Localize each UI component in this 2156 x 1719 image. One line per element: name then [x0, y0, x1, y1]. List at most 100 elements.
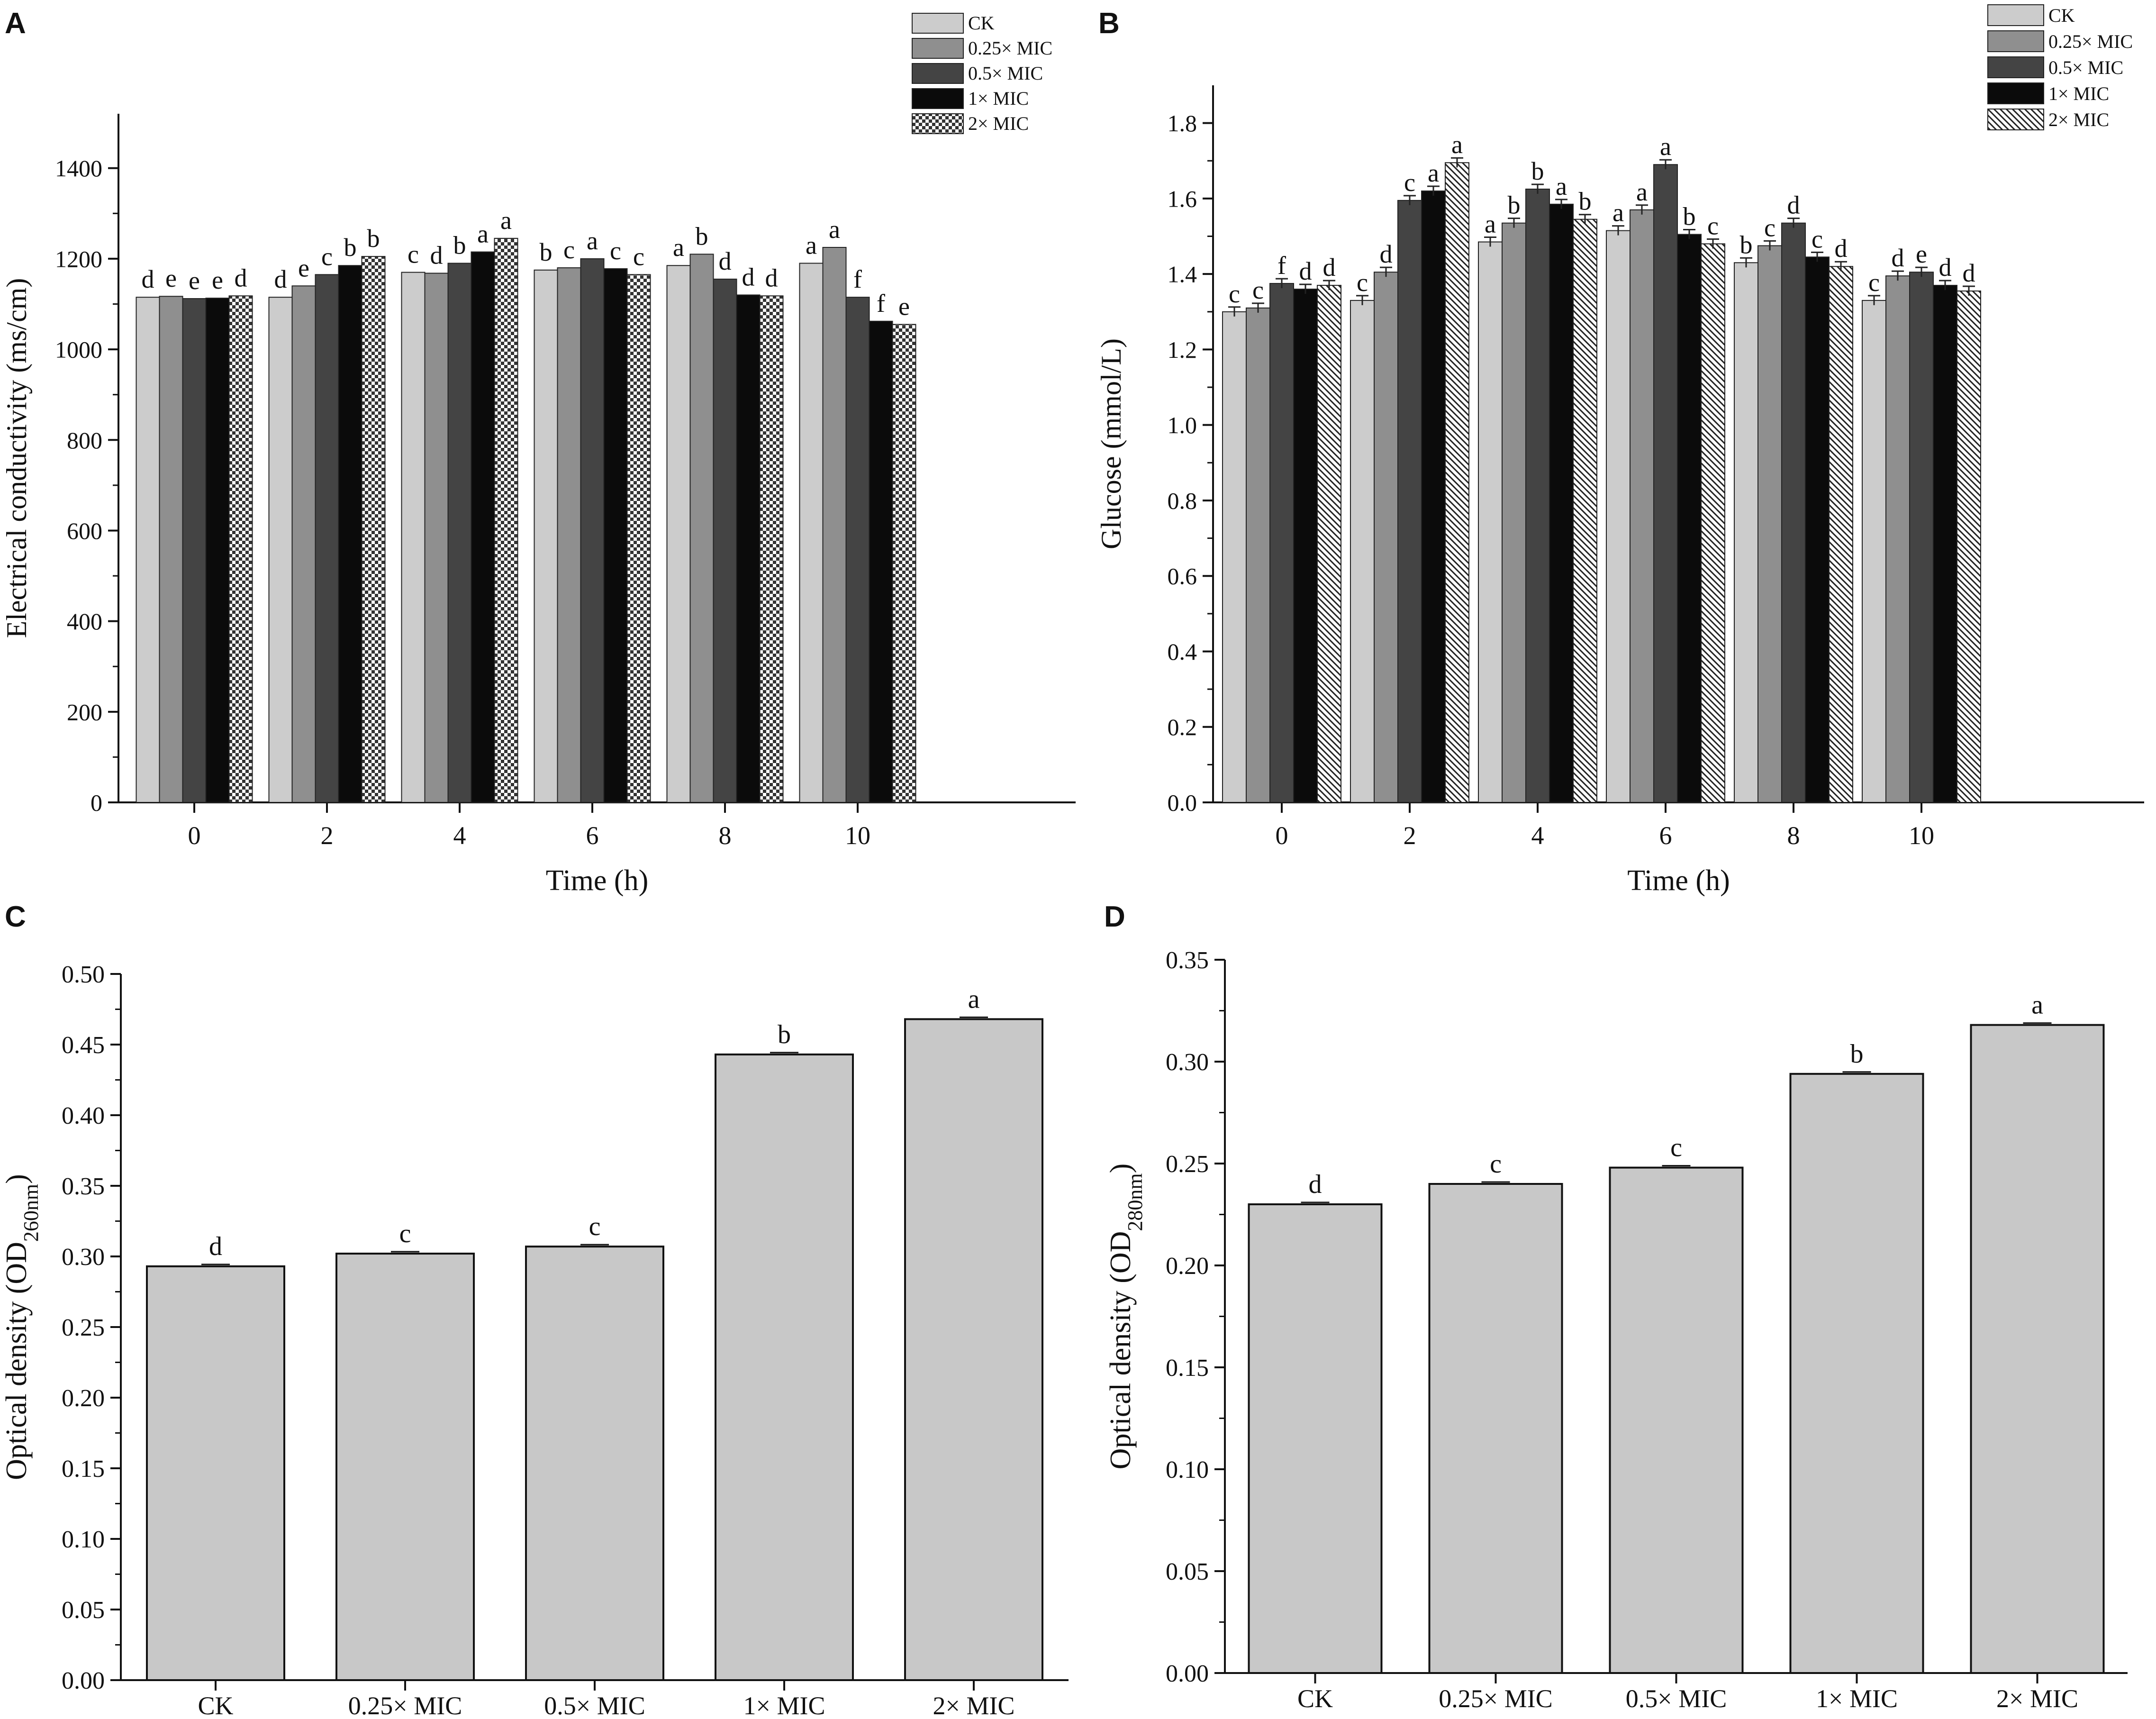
legend-swatch [912, 113, 964, 134]
bar-ck-t2 [1350, 300, 1375, 803]
bar-2-mic-t0 [1317, 285, 1341, 803]
bar-1-mic-t10 [1933, 285, 1957, 803]
bar-1-mic [715, 1053, 854, 1682]
y-axis-title: Optical density (OD280nm) [1105, 1164, 1147, 1470]
bar-0-5-mic [525, 1246, 664, 1681]
significance-label: d [719, 247, 732, 275]
legend-swatch [912, 13, 964, 34]
y-axis-title: Electrical conductivity (ms/cm) [1, 278, 32, 638]
bar-2-mic-t2 [361, 256, 386, 803]
legend-swatch [912, 88, 964, 109]
significance-label: f [1277, 251, 1286, 280]
significance-label: a [829, 215, 840, 244]
bar-ck-t10 [1862, 300, 1886, 803]
y-tick-label: 0.25 [62, 1314, 105, 1341]
bar-0-25-mic-t4 [424, 273, 449, 803]
significance-label: d [1787, 191, 1800, 219]
y-tick-label: 0.6 [1168, 563, 1197, 590]
bar-ck-t6 [534, 269, 558, 803]
bar-0-25-mic-t0 [1246, 307, 1270, 803]
bar-0-25-mic-t2 [1374, 272, 1398, 803]
bar-2-mic-t10 [892, 324, 916, 803]
significance-label: d [1323, 253, 1336, 282]
significance-label: c [1707, 211, 1719, 240]
significance-label: c [321, 242, 333, 271]
x-tick-label: 6 [1659, 821, 1672, 850]
y-tick-label: 0.4 [1168, 638, 1197, 665]
bar-ck-t0 [1222, 311, 1247, 803]
bar-1-mic-t2 [1421, 190, 1446, 803]
x-tick-label: 2× MIC [933, 1692, 1015, 1719]
significance-label: c [1404, 168, 1415, 197]
significance-label: b [1531, 157, 1544, 185]
y-axis-title: Optical density (OD260nm) [0, 1174, 43, 1480]
significance-label: c [408, 240, 419, 269]
y-tick-label: 0.50 [62, 961, 105, 988]
y-tick-label: 0.30 [1166, 1049, 1209, 1076]
significance-label: a [2031, 991, 2043, 1020]
legend-swatch [912, 63, 964, 84]
significance-label: b [1508, 191, 1521, 219]
bar-1-mic-t4 [1549, 203, 1574, 803]
x-tick-label: 4 [453, 821, 466, 850]
significance-label: b [1850, 1039, 1864, 1069]
significance-label: b [344, 233, 357, 262]
legend-label: CK [968, 12, 995, 34]
y-tick-label: 0 [91, 790, 102, 816]
y-tick-label: 0.8 [1168, 487, 1197, 514]
legend-label: CK [2048, 5, 2075, 26]
bar-2-mic [904, 1018, 1043, 1682]
bar-2-mic-t8 [759, 295, 784, 803]
bar-ck [1248, 1203, 1383, 1674]
panel-letter: D [1104, 900, 1125, 933]
x-tick-label: 0 [188, 821, 201, 850]
y-tick-label: 0.00 [62, 1667, 105, 1694]
significance-label: b [1740, 230, 1753, 259]
bar-0-5-mic-t2 [1397, 200, 1422, 803]
y-axis-title: Glucose (mmol/L) [1096, 338, 1127, 549]
x-tick-label: 10 [845, 821, 870, 850]
panel-letter: C [5, 900, 26, 933]
legend-swatch [1987, 30, 2044, 52]
y-tick-label: 1000 [55, 337, 102, 363]
y-tick-label: 0.00 [1166, 1660, 1209, 1687]
bar-0-25-mic [1428, 1183, 1563, 1674]
significance-label: b [1579, 187, 1592, 216]
significance-label: a [1660, 132, 1671, 161]
bar-0-5-mic-t10 [1909, 272, 1934, 803]
panel-b: B0.00.20.40.60.81.01.21.41.61.80c cf d d2cd… [1096, 4, 2144, 897]
bar-1-mic [1789, 1073, 1924, 1674]
bar-0-25-mic [335, 1253, 475, 1682]
bar-1-mic-t8 [1805, 256, 1830, 803]
bar-ck-t10 [799, 263, 824, 803]
y-tick-label: 0.45 [62, 1032, 105, 1059]
significance-label: e [189, 266, 200, 295]
bar-0-5-mic-t4 [447, 263, 472, 803]
y-tick-label: 0.15 [1166, 1355, 1209, 1382]
significance-label: b [453, 231, 466, 259]
significance-label: b [1683, 202, 1696, 231]
panel-letter: A [5, 7, 26, 40]
x-tick-label: 6 [586, 821, 599, 850]
bar-0-25-mic-t0 [159, 296, 183, 803]
bar-0-25-mic-t10 [1885, 275, 1910, 803]
significance-label: b [540, 238, 553, 266]
bar-1-mic-t0 [205, 298, 230, 803]
significance-label: c [589, 1212, 601, 1241]
x-tick-label: 0.5× MIC [1626, 1684, 1727, 1713]
significance-label: a [1451, 130, 1463, 159]
legend: CK 0.25× MIC 0.5× MIC 1× MIC 2× MIC [912, 12, 1052, 134]
significance-label: e [212, 266, 223, 294]
significance-label: c [1357, 268, 1368, 297]
significance-label: e [898, 292, 910, 321]
bar-ck-t4 [401, 272, 426, 803]
significance-label: f [877, 289, 885, 318]
y-tick-label: 1400 [55, 155, 102, 182]
legend-label: 2× MIC [968, 113, 1029, 134]
legend-label: 2× MIC [2048, 109, 2109, 130]
significance-label: c [610, 236, 621, 265]
bar-2-mic-t8 [1829, 266, 1853, 803]
significance-label: c [1868, 268, 1880, 297]
significance-label: c [1670, 1133, 1682, 1163]
